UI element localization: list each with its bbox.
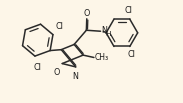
Text: Cl: Cl bbox=[125, 6, 133, 15]
Text: Cl: Cl bbox=[127, 50, 135, 59]
Text: CH₃: CH₃ bbox=[95, 53, 109, 62]
Text: Cl: Cl bbox=[34, 63, 42, 72]
Text: N: N bbox=[101, 26, 107, 35]
Text: Cl: Cl bbox=[55, 22, 63, 31]
Text: H: H bbox=[105, 31, 110, 37]
Text: N: N bbox=[72, 72, 78, 81]
Text: O: O bbox=[53, 68, 60, 77]
Text: O: O bbox=[84, 9, 90, 18]
